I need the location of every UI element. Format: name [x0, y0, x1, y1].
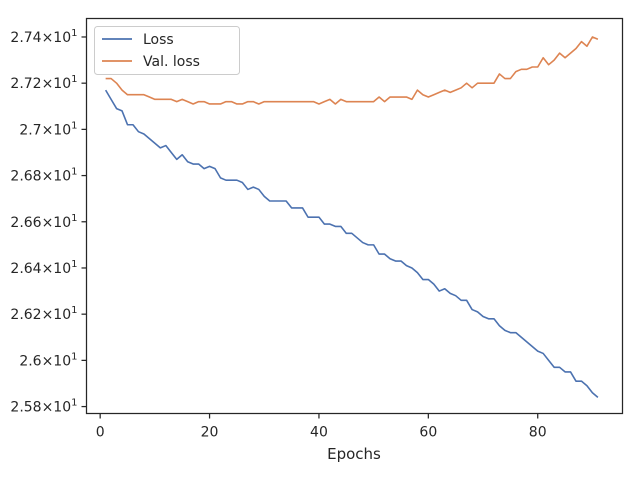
legend-label-val-loss: Val. loss	[143, 54, 200, 70]
plot-frame	[85, 17, 624, 415]
y-tick-exponent: 1	[71, 259, 77, 270]
y-tick-mantissa: 2.58	[10, 400, 41, 416]
x-tick-label: 40	[310, 425, 328, 441]
y-tick-exponent: 1	[71, 305, 77, 316]
x-tick-label: 0	[96, 425, 105, 441]
y-tick-times-ten: ×10	[42, 307, 72, 323]
y-tick-exponent: 1	[71, 74, 77, 85]
x-axis-label: Epochs	[327, 445, 381, 463]
y-tick-exponent: 1	[71, 351, 77, 362]
y-tick-times-ten: ×10	[42, 353, 72, 369]
y-tick-label: 2.68×101	[10, 167, 77, 185]
legend-label-loss: Loss	[143, 32, 174, 48]
y-tick-label: 2.64×101	[10, 259, 77, 277]
y-tick-label: 2.72×101	[10, 74, 77, 92]
y-tick-mantissa: 2.64	[10, 261, 41, 277]
y-tick-label: 2.74×101	[10, 28, 77, 46]
y-tick-exponent: 1	[71, 120, 77, 131]
y-tick-times-ten: ×10	[42, 76, 72, 92]
y-tick-exponent: 1	[71, 398, 77, 409]
x-tick-label: 80	[529, 425, 547, 441]
y-tick-mantissa: 2.74	[10, 30, 41, 46]
y-tick-label: 2.62×101	[10, 305, 77, 323]
y-tick-exponent: 1	[71, 28, 77, 39]
y-tick-mantissa: 2.7	[19, 122, 41, 138]
y-tick-label: 2.58×101	[10, 398, 77, 416]
y-tick-times-ten: ×10	[42, 400, 72, 416]
y-tick-times-ten: ×10	[42, 261, 72, 277]
x-tick-label: 20	[201, 425, 219, 441]
y-tick-label: 2.7×101	[19, 120, 77, 138]
y-tick-mantissa: 2.66	[10, 215, 41, 231]
y-tick-mantissa: 2.72	[10, 76, 41, 92]
y-tick-label: 2.6×101	[19, 351, 77, 369]
y-tick-times-ten: ×10	[42, 169, 72, 185]
y-tick-label: 2.66×101	[10, 213, 77, 231]
series-line-loss	[104, 89, 599, 398]
y-tick-times-ten: ×10	[42, 122, 72, 138]
y-tick-exponent: 1	[71, 167, 77, 178]
y-tick-mantissa: 2.68	[10, 169, 41, 185]
series-lines	[104, 36, 599, 398]
series-line-val-loss	[105, 36, 599, 105]
y-tick-times-ten: ×10	[42, 30, 72, 46]
y-tick-mantissa: 2.6	[19, 353, 41, 369]
y-axis-ticks: 2.58×1012.6×1012.62×1012.64×1012.66×1012…	[10, 28, 87, 416]
y-tick-exponent: 1	[71, 213, 77, 224]
y-tick-times-ten: ×10	[42, 215, 72, 231]
y-tick-mantissa: 2.62	[10, 307, 41, 323]
x-tick-label: 60	[419, 425, 437, 441]
legend: Loss Val. loss	[94, 26, 240, 75]
x-axis-ticks: 0 20 40 60 80	[96, 413, 547, 441]
